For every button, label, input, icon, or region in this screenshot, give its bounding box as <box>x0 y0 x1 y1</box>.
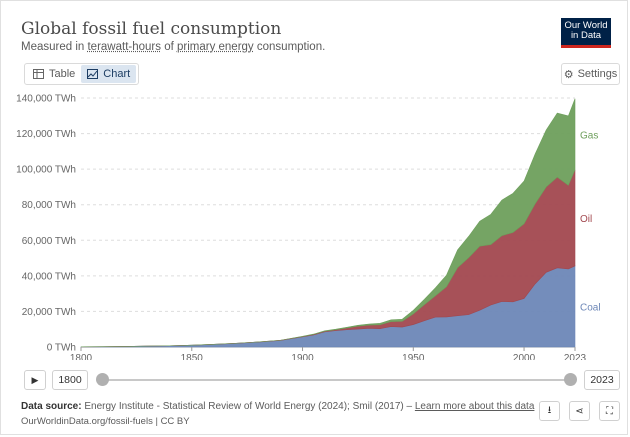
area-series <box>80 98 576 348</box>
series-label-coal: Coal <box>580 302 601 313</box>
area-chart: 0 TWh 20,000 TWh 40,000 TWh 60,000 TWh 80,00… <box>16 94 601 361</box>
y-tick-label: 0 TWh <box>47 343 76 354</box>
timeline-end-handle[interactable] <box>564 373 577 386</box>
series-label-oil: Oil <box>580 214 592 225</box>
x-axis-ticks: 1800 1850 1900 1950 2000 2023 <box>70 347 587 360</box>
owid-logo[interactable]: Our World in Data <box>561 18 611 48</box>
download-button[interactable]: ⭳ <box>539 401 560 421</box>
x-tick-label: 2023 <box>564 353 587 360</box>
settings-button[interactable]: ⚙ Settings <box>561 63 620 85</box>
primary-energy-link[interactable]: primary energy <box>176 41 254 53</box>
terawatt-hours-link[interactable]: terawatt-hours <box>87 41 161 53</box>
timeline-end-year[interactable]: 2023 <box>584 370 620 390</box>
x-tick-label: 1800 <box>70 353 93 360</box>
timeline-start-handle[interactable] <box>96 373 109 386</box>
fullscreen-icon: ⛶ <box>606 405 613 417</box>
y-tick-label: 80,000 TWh <box>22 200 76 211</box>
table-icon <box>33 69 44 79</box>
area-gas[interactable] <box>80 98 576 348</box>
gear-icon: ⚙ <box>563 68 574 81</box>
learn-more-link[interactable]: Learn more about this data <box>414 401 535 412</box>
data-source: Data source: Energy Institute - Statisti… <box>21 401 535 412</box>
chart-title: Global fossil fuel consumption <box>21 19 282 39</box>
chart-subtitle: Measured in terawatt-hours of primary en… <box>21 41 326 53</box>
play-button[interactable]: ▶ <box>24 370 46 390</box>
tab-table[interactable]: Table <box>27 65 81 83</box>
y-tick-label: 60,000 TWh <box>22 236 76 247</box>
tab-chart[interactable]: Chart <box>81 65 137 83</box>
x-tick-label: 1900 <box>291 353 314 360</box>
x-tick-label: 1850 <box>181 353 204 360</box>
play-icon: ▶ <box>31 374 39 385</box>
y-tick-label: 120,000 TWh <box>16 129 76 140</box>
y-tick-label: 40,000 TWh <box>22 271 76 282</box>
x-tick-label: 2000 <box>513 353 536 360</box>
y-tick-label: 140,000 TWh <box>16 94 76 105</box>
series-labels: Coal Oil Gas <box>580 130 601 313</box>
y-axis-ticks: 0 TWh 20,000 TWh 40,000 TWh 60,000 TWh 80,00… <box>16 94 76 354</box>
timeline-start-year[interactable]: 1800 <box>52 370 88 390</box>
x-tick-label: 1950 <box>402 353 425 360</box>
series-label-gas: Gas <box>580 130 598 141</box>
download-icon: ⭳ <box>547 404 552 416</box>
y-tick-label: 100,000 TWh <box>16 165 76 176</box>
fullscreen-button[interactable]: ⛶ <box>599 401 620 421</box>
source-url: OurWorldinData.org/fossil-fuels | CC BY <box>21 416 190 427</box>
timeline-track[interactable] <box>102 379 570 381</box>
view-tabs: Table Chart <box>24 63 140 85</box>
chart-icon <box>87 69 99 79</box>
share-icon: ⋖ <box>575 405 584 417</box>
y-tick-label: 20,000 TWh <box>22 307 76 318</box>
share-button[interactable]: ⋖ <box>569 401 590 421</box>
